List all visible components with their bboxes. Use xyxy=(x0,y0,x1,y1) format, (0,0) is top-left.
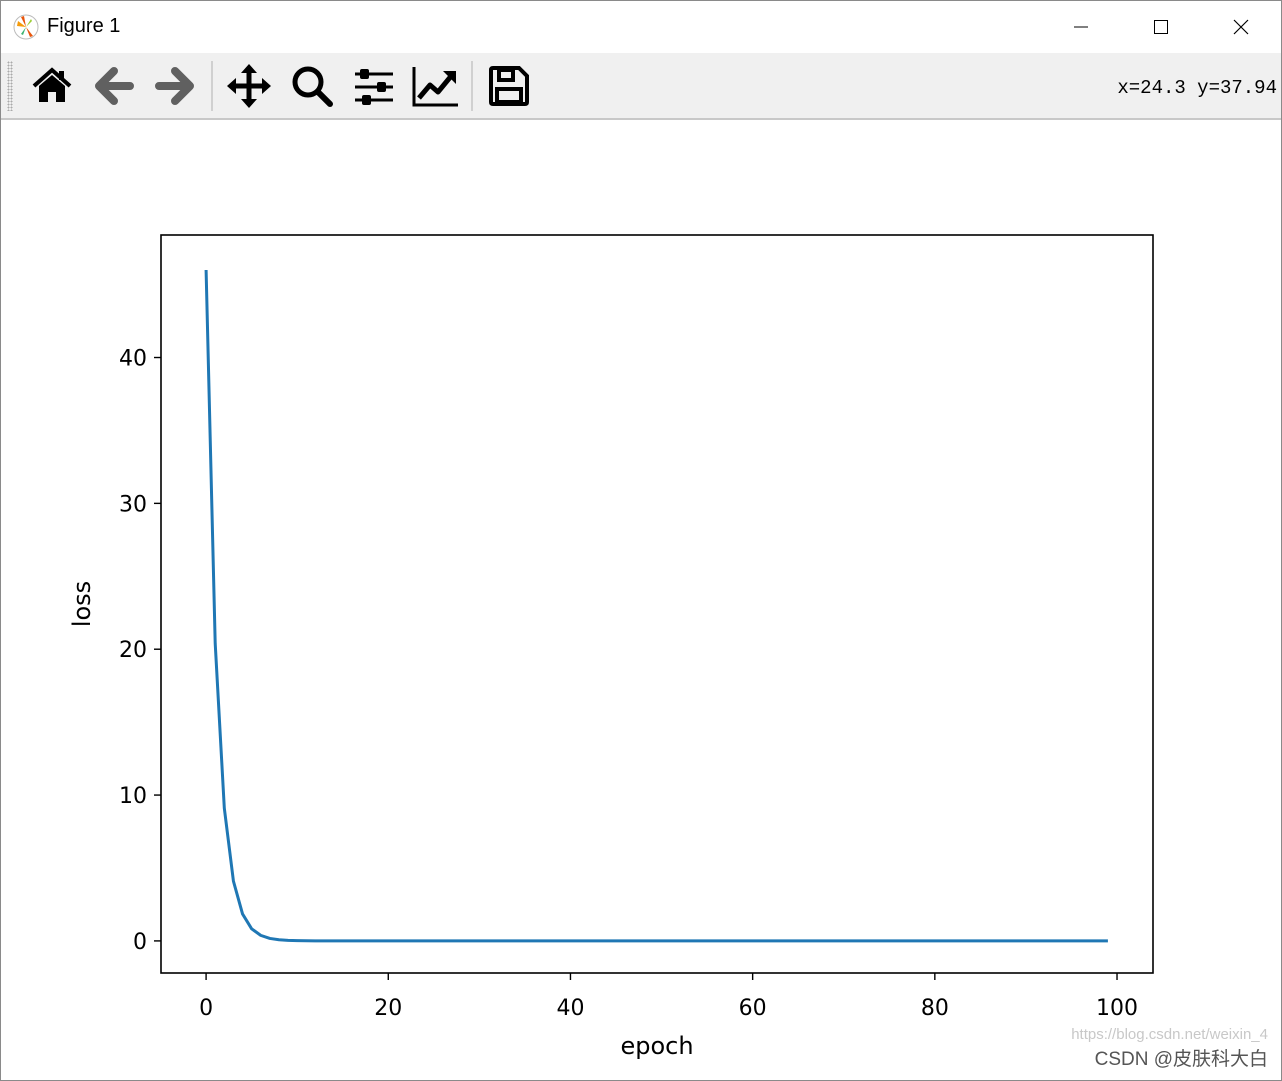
close-icon xyxy=(1233,19,1249,35)
minimize-button[interactable] xyxy=(1041,1,1121,53)
x-tick-label: 60 xyxy=(739,996,767,1021)
axes-frame xyxy=(160,234,1154,974)
home-icon xyxy=(32,67,72,102)
y-axis-label: loss xyxy=(68,581,96,627)
matplotlib-logo-icon xyxy=(13,14,39,40)
customize-button[interactable] xyxy=(412,63,458,109)
y-tick-label: 40 xyxy=(119,347,147,372)
arrow-left-icon xyxy=(95,67,134,105)
navigation-toolbar: x=24.3 y=37.94 xyxy=(1,53,1281,120)
sliders-icon xyxy=(355,69,393,105)
y-tick-label: 10 xyxy=(119,784,147,809)
arrow-right-icon xyxy=(155,67,194,105)
loss-line xyxy=(204,269,1108,943)
toolbar-grip[interactable] xyxy=(7,61,13,111)
cursor-coordinates: x=24.3 y=37.94 xyxy=(1117,77,1277,99)
magnifier-icon xyxy=(292,66,333,107)
pan-button[interactable] xyxy=(226,63,272,109)
x-tick-label: 100 xyxy=(1096,996,1138,1021)
y-tick-label: 30 xyxy=(119,492,147,517)
toolbar-separator xyxy=(471,61,473,111)
floppy-disk-icon xyxy=(489,66,529,106)
watermark-credit: CSDN @皮肤科大白 xyxy=(1094,1049,1268,1070)
toolbar-separator xyxy=(211,61,213,111)
watermark-url: https://blog.csdn.net/weixin_4 xyxy=(1071,1026,1268,1043)
y-tick-label: 0 xyxy=(133,930,147,955)
title-bar: Figure 1 xyxy=(1,1,1281,53)
window-title: Figure 1 xyxy=(47,15,121,37)
y-tick-label: 20 xyxy=(119,638,147,663)
x-tick-label: 0 xyxy=(199,996,213,1021)
move-icon xyxy=(227,64,271,108)
line-chart-icon xyxy=(412,67,458,107)
home-button[interactable] xyxy=(29,63,75,109)
zoom-button[interactable] xyxy=(289,63,335,109)
x-tick-label: 40 xyxy=(556,996,584,1021)
maximize-button[interactable] xyxy=(1121,1,1201,53)
close-button[interactable] xyxy=(1201,1,1281,53)
subplots-button[interactable] xyxy=(351,63,397,109)
back-button[interactable] xyxy=(91,63,137,109)
x-tick-label: 80 xyxy=(921,996,949,1021)
x-tick-label: 20 xyxy=(374,996,402,1021)
maximize-icon xyxy=(1154,20,1168,34)
forward-button[interactable] xyxy=(152,63,198,109)
minimize-icon xyxy=(1074,26,1088,28)
save-button[interactable] xyxy=(486,63,532,109)
x-axis-label: epoch xyxy=(620,1032,693,1060)
